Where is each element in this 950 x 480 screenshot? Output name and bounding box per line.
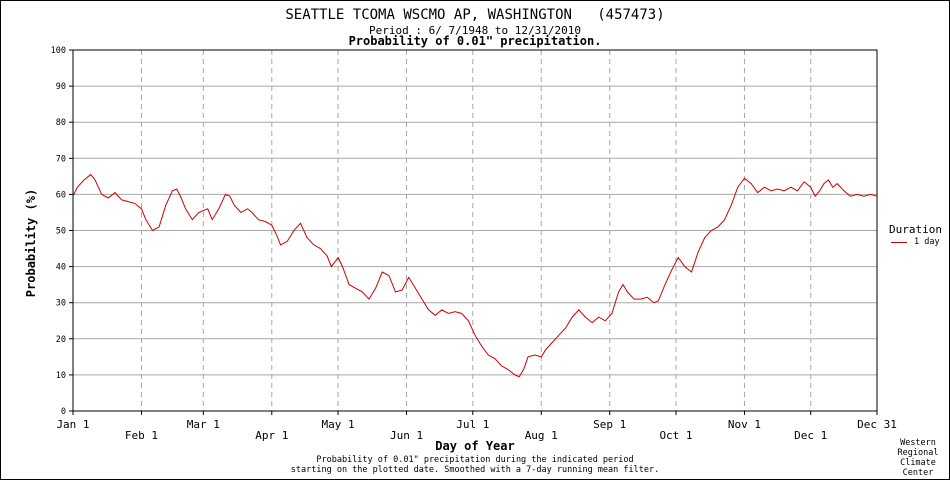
y-tick-label: 70: [56, 154, 66, 164]
y-tick-label: 60: [56, 190, 66, 200]
x-tick-label: Oct 1: [659, 429, 692, 442]
y-tick-label: 10: [56, 371, 66, 381]
credit-line-4: Center: [902, 468, 934, 478]
credit-line-1: Western: [900, 438, 936, 448]
footnote-line-1: Probability of 0.01" precipitation durin…: [316, 455, 634, 465]
x-axis-label: Day of Year: [435, 439, 515, 453]
legend-entry-1-day: 1 day: [914, 237, 940, 247]
credit-line-2: Regional: [897, 448, 939, 458]
plot-area: [72, 49, 878, 412]
x-tick-label: Nov 1: [728, 418, 761, 431]
x-tick-label: May 1: [321, 418, 354, 431]
x-tick-label: Jul 1: [456, 418, 489, 431]
y-tick-label: 90: [56, 82, 66, 92]
x-tick-label: Jan 1: [56, 418, 89, 431]
series-line-1-day: [72, 173, 878, 378]
y-tick-label: 50: [56, 227, 66, 237]
footnote: Probability of 0.01" precipitation durin…: [0, 455, 950, 475]
x-tick-label: Feb 1: [125, 429, 158, 442]
x-tick-label: Apr 1: [255, 429, 288, 442]
chart-subtitle: Probability of 0.01" precipitation.: [348, 34, 602, 48]
y-tick-label: 40: [56, 263, 66, 273]
legend-swatch: [891, 242, 907, 243]
credit-line-3: Climate: [900, 458, 936, 468]
y-tick-label: 80: [56, 118, 66, 128]
x-tick-label: Jun 1: [390, 429, 423, 442]
chart-period: Period : 6/ 7/1948 to 12/31/2010: [369, 24, 581, 37]
footnote-line-2: starting on the plotted date. Smoothed w…: [290, 465, 660, 475]
y-tick-label: 30: [56, 299, 66, 309]
chart-title: SEATTLE TCOMA WSCMO AP, WASHINGTON (4574…: [285, 7, 665, 23]
x-tick-label: Dec 31: [857, 418, 897, 431]
wrcc-credit: Western Regional Climate Center: [890, 438, 946, 478]
x-tick-label: Sep 1: [593, 418, 626, 431]
x-tick-label: Aug 1: [525, 429, 558, 442]
y-tick-label: 100: [51, 46, 66, 56]
x-tick-label: Dec 1: [794, 429, 827, 442]
x-tick-label: Mar 1: [187, 418, 220, 431]
y-tick-label: 0: [61, 407, 66, 417]
y-tick-label: 20: [56, 335, 66, 345]
legend-title: Duration: [889, 223, 942, 236]
